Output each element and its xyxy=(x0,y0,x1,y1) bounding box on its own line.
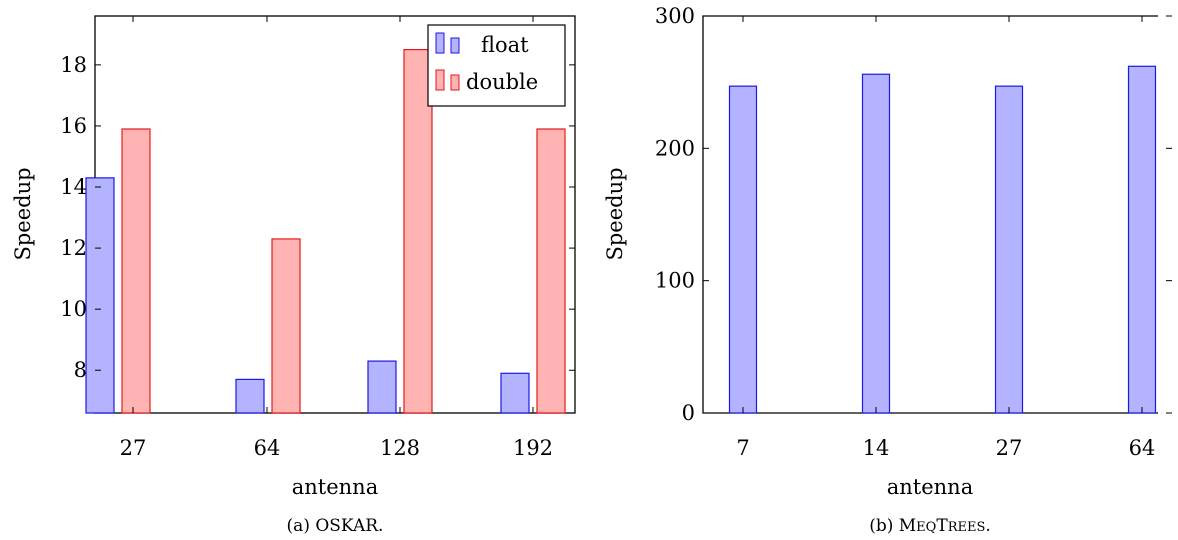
y-tick-label: 300 xyxy=(655,4,695,28)
y-axis-title: Speedup xyxy=(603,167,627,260)
y-tick-label: 16 xyxy=(60,114,87,138)
bar-float-64 xyxy=(235,378,265,414)
bars-group xyxy=(728,65,1157,414)
y-tick-label: 8 xyxy=(74,358,87,382)
x-tick-label: 64 xyxy=(1129,436,1156,460)
x-axis-title: antenna xyxy=(292,475,378,499)
x-tick-label: 27 xyxy=(996,436,1023,460)
y-tick-label: 200 xyxy=(655,136,695,160)
legend-swatch xyxy=(435,32,445,54)
legend-label: double xyxy=(466,70,538,94)
chart-oskar: 8 10 12 14 16 18 27 64 128 192 float double Speedu… xyxy=(11,15,576,536)
caption-a: (a) OSKAR. xyxy=(287,516,384,536)
bar-double-27 xyxy=(121,128,151,414)
bar-double-192 xyxy=(536,128,566,414)
y-tick-label: 12 xyxy=(60,236,87,260)
legend-label: float xyxy=(481,33,529,57)
plot-frame xyxy=(702,15,1158,414)
legend-swatch xyxy=(435,69,445,91)
legend: float double xyxy=(427,24,566,107)
ticks-group: 0 100 200 300 7 14 27 64 xyxy=(655,4,1172,460)
bar-float-192 xyxy=(500,372,530,414)
x-tick-label: 14 xyxy=(863,436,890,460)
caption-b: (b) MEQTREES. xyxy=(869,516,991,536)
x-axis-title: antenna xyxy=(887,475,973,499)
x-tick-label: 128 xyxy=(380,436,420,460)
y-tick-label: 10 xyxy=(60,297,87,321)
ticks-group: 8 10 12 14 16 18 27 64 128 192 xyxy=(60,16,575,460)
y-axis-title: Speedup xyxy=(11,167,35,260)
bar-27 xyxy=(994,85,1024,414)
bar-14 xyxy=(861,73,891,414)
y-tick-label: 18 xyxy=(60,53,87,77)
x-tick-label: 27 xyxy=(120,436,147,460)
y-tick-label: 100 xyxy=(655,269,695,293)
legend-swatch xyxy=(450,37,460,54)
bar-float-128 xyxy=(367,360,397,414)
bar-double-64 xyxy=(271,238,301,414)
bar-64 xyxy=(1127,65,1157,414)
y-tick-label: 0 xyxy=(682,401,695,425)
x-tick-label: 64 xyxy=(254,436,281,460)
bar-7 xyxy=(728,85,758,414)
legend-swatch xyxy=(450,74,460,91)
bars-group xyxy=(85,48,566,414)
bar-float-27 xyxy=(85,177,115,414)
chart-meqtrees: 0 100 200 300 7 14 27 64 Speedup antenna (b) ME… xyxy=(603,4,1172,536)
x-tick-label: 192 xyxy=(513,436,553,460)
x-tick-label: 7 xyxy=(736,436,749,460)
y-tick-label: 14 xyxy=(60,175,87,199)
bar-double-128 xyxy=(403,48,433,414)
